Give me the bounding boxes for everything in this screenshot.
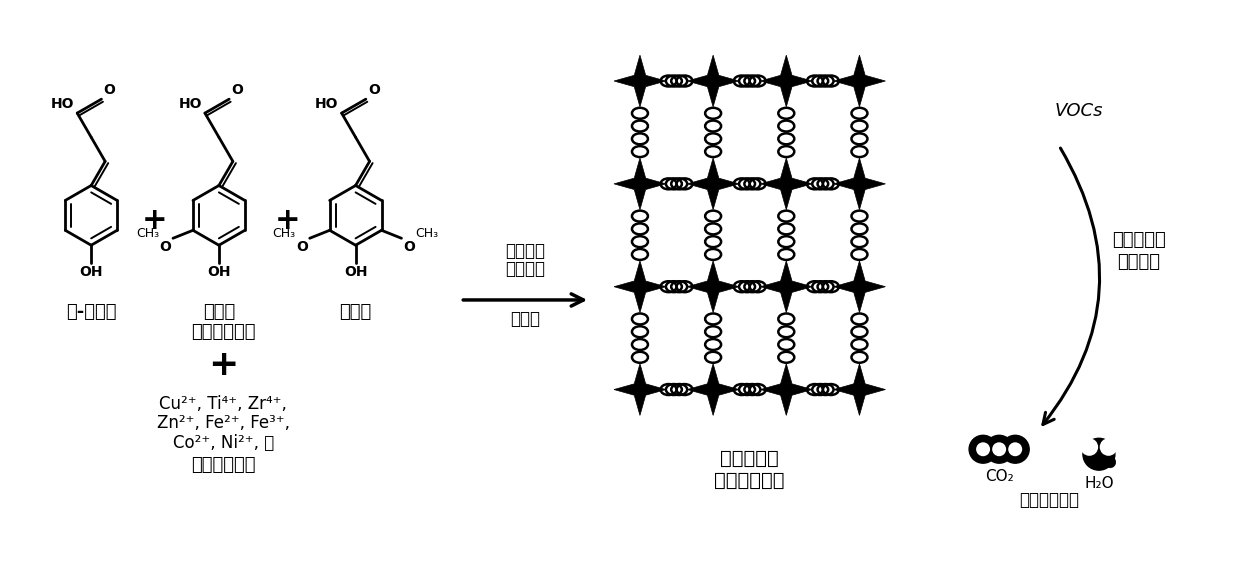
Text: OH: OH (207, 265, 230, 279)
Text: Zn²⁺, Fe²⁺, Fe³⁺,: Zn²⁺, Fe²⁺, Fe³⁺, (157, 415, 290, 432)
Text: O: O (368, 83, 379, 97)
Circle shape (1100, 439, 1118, 456)
Polygon shape (761, 55, 813, 107)
Text: 对-香豆酸: 对-香豆酸 (66, 303, 116, 321)
Circle shape (969, 435, 997, 463)
Text: 芥子酸: 芥子酸 (339, 303, 372, 321)
Polygon shape (834, 261, 886, 312)
Circle shape (976, 442, 990, 456)
Text: CO₂: CO₂ (985, 469, 1014, 484)
Text: 生产技术: 生产技术 (506, 260, 545, 278)
Text: CH₃: CH₃ (415, 227, 439, 240)
Text: OH: OH (344, 265, 367, 279)
Text: O: O (159, 240, 171, 254)
Text: （有机配体）: （有机配体） (191, 323, 255, 341)
Text: 废气处理材料: 废气处理材料 (715, 471, 786, 490)
Polygon shape (688, 158, 740, 210)
Text: 无害气体分子: 无害气体分子 (1018, 491, 1079, 509)
Polygon shape (615, 364, 665, 415)
Text: 吸附并原位: 吸附并原位 (1111, 231, 1166, 249)
Text: 催化转化: 催化转化 (1118, 253, 1161, 271)
Text: HO: HO (315, 97, 338, 111)
Polygon shape (761, 364, 813, 415)
Polygon shape (615, 55, 665, 107)
Circle shape (1083, 439, 1115, 470)
Text: Cu²⁺, Ti⁴⁺, Zr⁴⁺,: Cu²⁺, Ti⁴⁺, Zr⁴⁺, (160, 395, 287, 412)
Text: O: O (404, 240, 415, 254)
Text: HO: HO (51, 97, 74, 111)
Text: O: O (103, 83, 115, 97)
Text: （金属离子）: （金属离子） (191, 456, 255, 474)
Text: H₂O: H₂O (1084, 476, 1114, 491)
Text: +: + (142, 206, 167, 235)
Polygon shape (688, 55, 740, 107)
Polygon shape (761, 261, 813, 312)
Polygon shape (615, 261, 665, 312)
Text: 连续流动: 连续流动 (506, 242, 545, 260)
Text: 有序纳米孔: 有序纳米孔 (720, 449, 779, 468)
Text: O: O (296, 240, 307, 254)
Text: OH: OH (79, 265, 103, 279)
Polygon shape (761, 158, 813, 210)
Text: VOCs: VOCs (1054, 102, 1103, 120)
Polygon shape (688, 261, 740, 312)
Text: +: + (208, 347, 239, 382)
Text: HO: HO (178, 97, 202, 111)
Circle shape (985, 435, 1014, 463)
Polygon shape (834, 364, 886, 415)
Text: CH₃: CH₃ (273, 227, 296, 240)
Circle shape (1009, 442, 1022, 456)
Circle shape (1104, 457, 1115, 468)
Text: CH₃: CH₃ (136, 227, 159, 240)
Text: 松柏酸: 松柏酸 (203, 303, 235, 321)
Circle shape (992, 442, 1006, 456)
Text: Co²⁺, Ni²⁺, 等: Co²⁺, Ni²⁺, 等 (172, 434, 274, 453)
Text: +: + (274, 206, 300, 235)
Circle shape (1080, 439, 1098, 456)
Polygon shape (834, 55, 886, 107)
Text: O: O (232, 83, 243, 97)
Circle shape (1001, 435, 1030, 463)
Text: 自组装: 自组装 (510, 310, 540, 328)
Polygon shape (834, 158, 886, 210)
Polygon shape (615, 158, 665, 210)
Polygon shape (688, 364, 740, 415)
